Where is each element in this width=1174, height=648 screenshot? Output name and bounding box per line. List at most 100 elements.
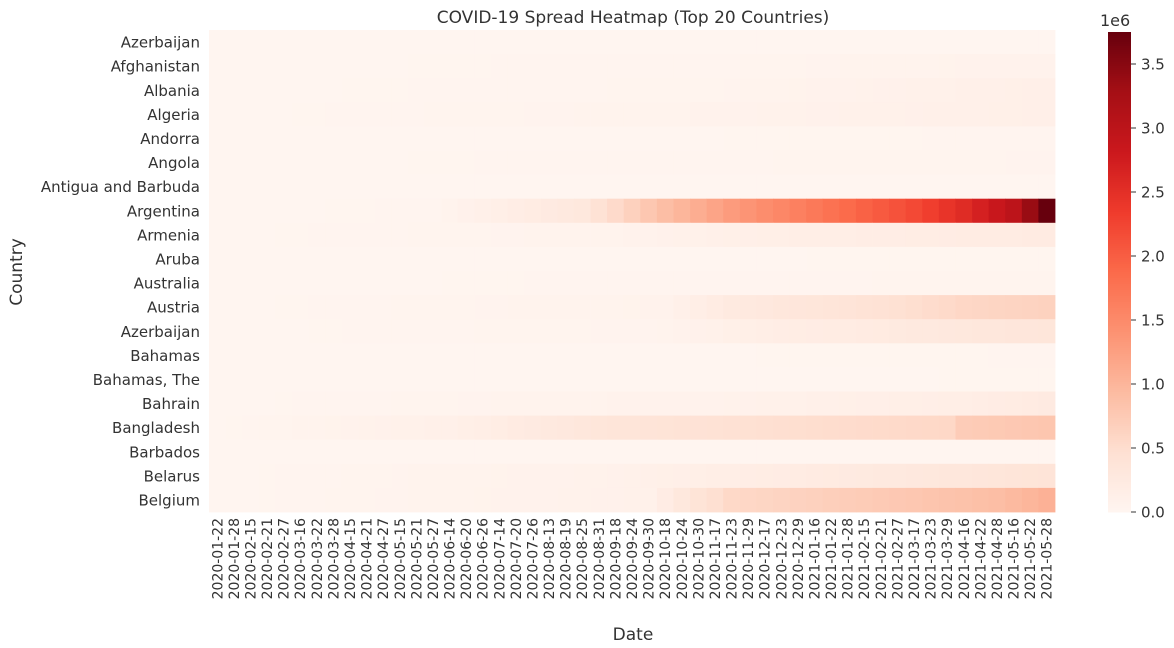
heatmap-cell [1021,295,1039,320]
colorbar-segment [1108,340,1131,343]
heatmap-cell [1038,198,1056,224]
heatmap-cell [391,463,409,489]
colorbar-segment [1108,130,1131,133]
heatmap-cell [557,102,575,127]
heatmap-cell [839,174,857,200]
colorbar-segment [1108,36,1131,39]
colorbar-segment [1108,74,1131,77]
heatmap-cell [690,102,708,127]
heatmap-cell [806,295,824,320]
heatmap-cell [739,78,757,103]
heatmap-cell [723,198,741,224]
heatmap-cell [308,343,326,368]
heatmap-cell [723,150,741,175]
heatmap-cell [889,150,907,175]
colorbar-segment [1108,156,1131,159]
colorbar-segment [1108,100,1131,103]
y-tick-label: Argentina [127,202,200,220]
heatmap-cell [408,174,426,200]
colorbar-segment [1108,96,1131,99]
heatmap-cell [258,271,276,296]
heatmap-cell [640,222,658,248]
heatmap-cell [374,439,392,465]
heatmap-cell [441,367,459,392]
heatmap-cell [1005,54,1023,79]
heatmap-cell [474,271,492,296]
colorbar-segment [1108,144,1131,147]
heatmap-cell [855,126,873,151]
heatmap-cell [972,222,990,248]
heatmap-cell [955,246,973,272]
heatmap-cell [242,102,260,127]
colorbar-segment [1108,94,1131,97]
x-tick-label: 2020-06-20 [459,518,475,599]
colorbar-segment [1108,496,1131,499]
heatmap-cell [955,343,973,368]
heatmap-cell [258,222,276,248]
heatmap-cell [391,271,409,296]
heatmap-cell [656,367,674,392]
heatmap-cell [524,439,542,465]
heatmap-cell [491,439,508,465]
heatmap-cell [1005,295,1023,320]
heatmap-cell [723,102,741,127]
heatmap-cell [1038,367,1056,392]
heatmap-cell [308,367,326,392]
heatmap-cell [673,295,691,320]
x-tick-label: 2021-01-28 [841,518,857,599]
colorbar-segment [1108,182,1131,185]
heatmap-cell [424,319,442,344]
heatmap-cell [806,78,824,103]
heatmap-cell [789,439,807,465]
heatmap-cell [358,439,376,465]
heatmap-cell [955,367,973,392]
heatmap-cell [988,487,1006,513]
colorbar-tick-label: 2.0 [1141,248,1165,266]
heatmap-cell [623,198,641,224]
colorbar-segment [1108,76,1131,79]
heatmap-cell [507,487,525,513]
heatmap-cell [673,78,691,103]
heatmap-cell [1005,319,1023,344]
heatmap-cell [988,367,1006,392]
heatmap-cell [209,102,226,127]
heatmap-cell [474,78,492,103]
colorbar-segment [1108,372,1131,375]
heatmap-cell [723,463,741,489]
heatmap-cell [889,391,907,416]
heatmap-cell [457,439,475,465]
colorbar-segment [1108,384,1131,387]
heatmap-cell [673,439,691,465]
colorbar-segment [1108,108,1131,111]
x-tick-label: 2020-10-24 [675,518,691,599]
heatmap-cell [640,439,658,465]
heatmap-cell [773,198,790,224]
heatmap-cell [988,295,1006,320]
heatmap-cell [457,367,475,392]
heatmap-cell [889,102,907,127]
heatmap-cell [789,463,807,489]
heatmap-cell [673,463,691,489]
heatmap-cell [524,367,542,392]
heatmap-cell [507,463,525,489]
heatmap-cell [789,198,807,224]
heatmap-cell [905,439,923,465]
colorbar-segment [1108,452,1131,455]
heatmap-cell [789,150,807,175]
heatmap-cell [789,415,807,441]
colorbar-segment [1108,172,1131,175]
colorbar-segment [1108,180,1131,183]
heatmap-cell [922,102,940,127]
heatmap-cell [938,391,956,416]
heatmap-cell [972,319,990,344]
heatmap-cell [806,415,824,441]
heatmap-cell [557,222,575,248]
heatmap-cell [209,30,226,55]
x-tick-label: 2020-04-15 [343,518,359,599]
heatmap-cell [391,198,409,224]
heatmap-cell [756,367,774,392]
heatmap-cell [258,102,276,127]
heatmap-cell [656,319,674,344]
heatmap-cell [258,463,276,489]
heatmap-cell [972,487,990,513]
